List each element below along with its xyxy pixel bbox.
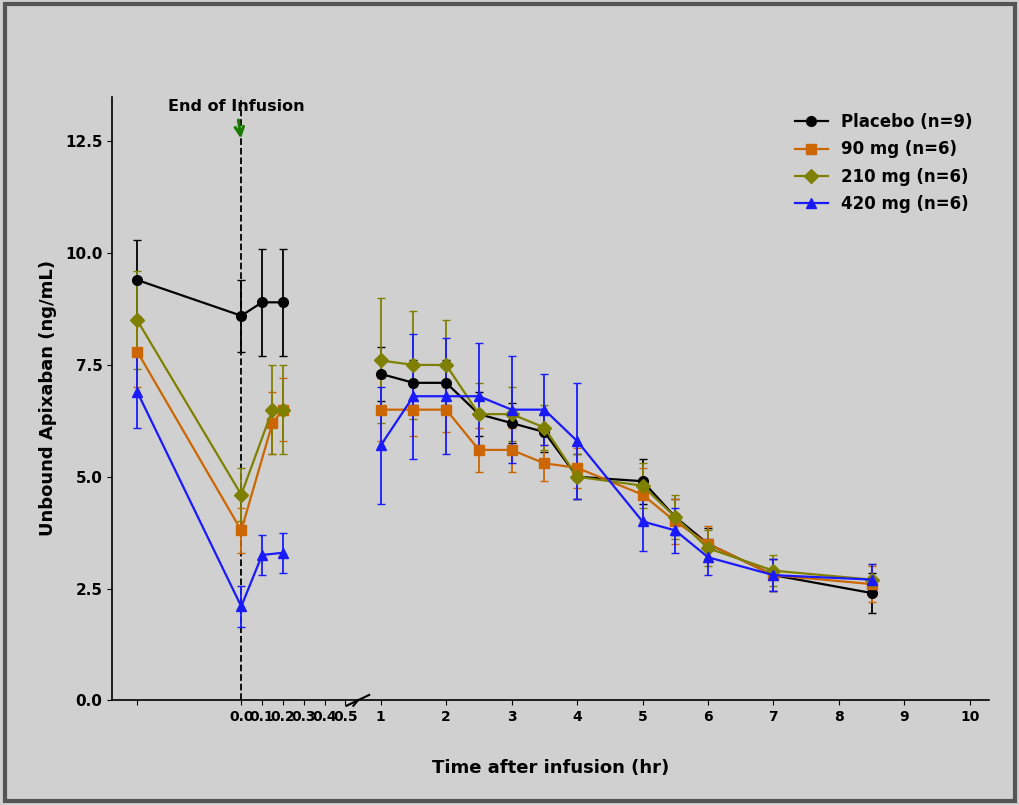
Text: End of Infusion: End of Infusion — [168, 100, 305, 135]
Legend: Placebo (n=9), 90 mg (n=6), 210 mg (n=6), 420 mg (n=6): Placebo (n=9), 90 mg (n=6), 210 mg (n=6)… — [786, 105, 980, 221]
Y-axis label: Unbound Apixaban (ng/mL): Unbound Apixaban (ng/mL) — [39, 261, 57, 536]
Text: Time after infusion (hr): Time after infusion (hr) — [432, 759, 668, 777]
